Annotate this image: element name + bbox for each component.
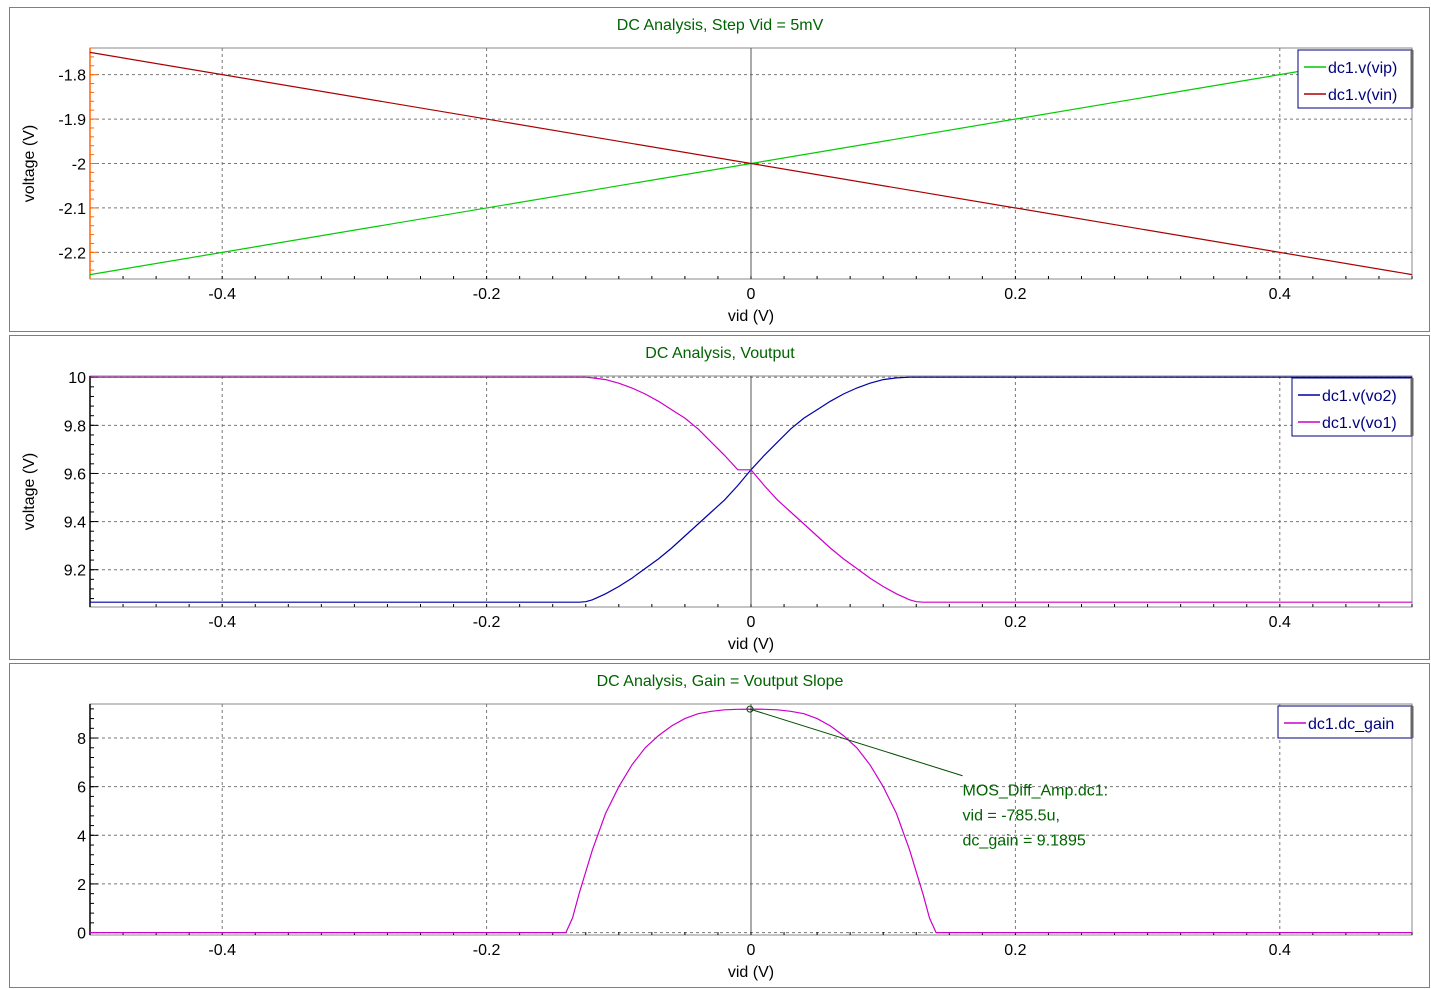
legend-entry: dc1.dc_gain	[1308, 716, 1394, 733]
annotation-text: MOS_Diff_Amp.dc1:	[963, 783, 1109, 800]
annotation-text: dc_gain = 9.1895	[963, 833, 1086, 850]
chart-panel-vin-vip: DC Analysis, Step Vid = 5mV -0.4 -0.2 0 0.2 0…	[9, 7, 1430, 332]
chart-voutput: DC Analysis, Voutput -0.4 -0.2 0 0.2 0.4 9.2 9.…	[21, 345, 1414, 653]
series-line-dc1-v-vo1-	[90, 376, 1412, 603]
chart-panel-gain: DC Analysis, Gain = Voutput Slope -0.4 -0.…	[9, 663, 1430, 988]
legend-entry: dc1.v(vo1)	[1322, 415, 1397, 432]
chart-title: DC Analysis, Gain = Voutput Slope	[597, 673, 844, 690]
x-axis-label: vid (V)	[728, 308, 774, 325]
x-tick-label: -0.4	[208, 942, 236, 959]
chart-title: DC Analysis, Step Vid = 5mV	[617, 17, 824, 34]
x-tick-label: 0	[747, 286, 756, 303]
y-tick-label: 2	[77, 877, 86, 894]
chart-vin-vip: DC Analysis, Step Vid = 5mV -0.4 -0.2 0 0.2 0…	[21, 17, 1414, 325]
x-axis-label: vid (V)	[728, 964, 774, 981]
x-tick-label: 0	[747, 942, 756, 959]
y-tick-label: 4	[77, 828, 86, 845]
annotation-marker	[746, 705, 754, 713]
chart-title: DC Analysis, Voutput	[645, 345, 795, 362]
x-tick-label: -0.2	[473, 942, 501, 959]
legend-box	[1291, 377, 1413, 437]
x-tick-label: 0.2	[1004, 942, 1026, 959]
x-tick-label: 0.4	[1269, 614, 1291, 631]
y-axis-label: voltage (V)	[21, 125, 38, 202]
y-tick-label: 9.6	[64, 466, 86, 483]
x-tick-label: -0.2	[473, 286, 501, 303]
annotation-text: vid = -785.5u,	[963, 808, 1060, 825]
x-tick-label: 0	[747, 614, 756, 631]
x-tick-label: 0.4	[1269, 286, 1291, 303]
y-tick-label: 9.2	[64, 563, 86, 580]
y-axis-label: voltage (V)	[21, 453, 38, 530]
x-tick-label: 0.2	[1004, 286, 1026, 303]
y-tick-label: 9.8	[64, 418, 86, 435]
y-tick-label: -2.1	[58, 201, 86, 218]
x-tick-label: -0.4	[208, 614, 236, 631]
y-tick-label: 10	[68, 370, 86, 387]
x-tick-label: 0.2	[1004, 614, 1026, 631]
x-tick-label: 0.4	[1269, 942, 1291, 959]
legend-entry: dc1.v(vin)	[1328, 87, 1397, 104]
y-tick-label: -2.2	[58, 245, 86, 262]
y-tick-label: -1.9	[58, 112, 86, 129]
legend-box	[1297, 49, 1413, 109]
y-tick-label: -1.8	[58, 68, 86, 85]
y-tick-label: 9.4	[64, 515, 86, 532]
y-tick-label: 0	[77, 926, 86, 943]
x-axis-label: vid (V)	[728, 636, 774, 653]
y-tick-label: 8	[77, 731, 86, 748]
legend-entry: dc1.v(vo2)	[1322, 388, 1397, 405]
chart-panel-voutput: DC Analysis, Voutput -0.4 -0.2 0 0.2 0.4 9.2 9.…	[9, 335, 1430, 660]
x-tick-label: -0.2	[473, 614, 501, 631]
y-tick-label: -2	[72, 157, 86, 174]
series-line-dc1-v-vin-	[89, 51, 1413, 276]
annotation-leader-line	[749, 708, 963, 777]
y-tick-label: 6	[77, 780, 86, 797]
x-tick-label: -0.4	[208, 286, 236, 303]
chart-gain: DC Analysis, Gain = Voutput Slope -0.4 -0.…	[77, 673, 1414, 981]
legend-entry: dc1.v(vip)	[1328, 60, 1397, 77]
